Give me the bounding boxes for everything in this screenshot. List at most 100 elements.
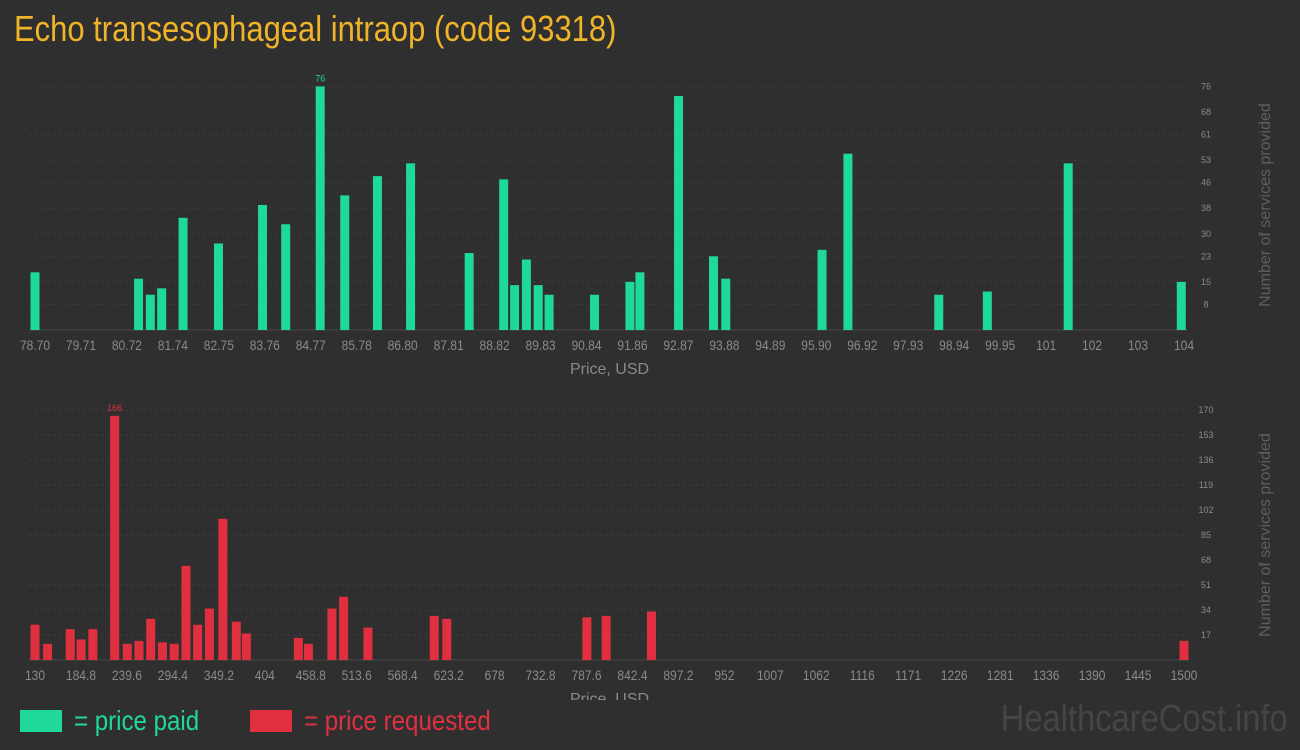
x-tick-label: 1390 [1079,667,1106,683]
bar [625,281,635,330]
x-tick-label: 1500 [1171,667,1198,683]
bar [157,288,167,330]
bar [582,617,592,660]
legend-requested-swatch [250,710,292,732]
x-tick-label: 952 [714,667,734,683]
bar [601,615,611,660]
x-tick-label: 94.89 [755,337,785,353]
bar [721,278,731,330]
y-tick-label: 23 [1201,251,1211,261]
bar [178,217,188,330]
x-tick-label: 897.2 [663,667,693,683]
x-tick-label: 82.75 [204,337,234,353]
x-tick-label: 86.80 [388,337,418,353]
x-tick-label: 404 [255,667,275,683]
max-value-label: 76 [315,73,325,83]
bar [213,243,223,330]
bar [43,643,53,660]
y-tick-label: 34 [1201,605,1211,615]
x-tick-label: 568.4 [388,667,418,683]
legend-paid: = price paid [20,705,220,737]
x-tick-label: 184.8 [66,667,96,683]
x-tick-label: 732.8 [526,667,556,683]
x-tick-label: 81.74 [158,337,188,353]
x-tick-label: 103 [1128,337,1148,353]
legend-paid-label: = price paid [74,705,200,736]
y-tick-label: 15 [1201,277,1211,287]
bar [709,256,719,330]
x-tick-label: 1007 [757,667,784,683]
x-tick-label: 84.77 [296,337,326,353]
price-paid-chart: 8 15 23 30 38 46 53 61 68 76 76 78.70 79.71 80.72 81.7… [20,73,1274,378]
x-axis-title: Price, USD [570,361,649,378]
x-tick-label: 87.81 [434,337,464,353]
bar [110,415,120,660]
bar [181,565,191,660]
x-tick-label: 99.95 [985,337,1015,353]
x-tick-label: 90.84 [571,337,601,353]
x-tick-label: 79.71 [66,337,96,353]
bar [363,627,373,660]
x-tick-label: 1116 [850,667,875,683]
bar [1176,281,1186,330]
y-tick-label: 85 [1201,530,1211,540]
x-tick-label: 678 [485,667,505,683]
x-tick-label: 787.6 [571,667,601,683]
x-tick-label: 1445 [1125,667,1152,683]
bar [218,518,228,660]
bar [646,611,656,660]
bar [134,278,144,330]
y-tick-label: 170 [1198,405,1213,415]
y-tick-label: 136 [1198,455,1213,465]
bar [258,205,268,330]
x-tick-label: 513.6 [342,667,372,683]
x-tick-label: 85.78 [342,337,372,353]
bar [134,640,144,660]
x-tick-label: 92.87 [663,337,693,353]
y-axis-title: Number of services provided [1257,433,1274,637]
brand-watermark: HealthcareCost.info [1000,698,1288,740]
max-value-label: 166 [107,403,122,413]
bar [231,621,241,660]
bar [406,163,416,330]
x-tick-label: 1226 [941,667,968,683]
x-tick-label: 91.86 [617,337,647,353]
x-tick-label: 98.94 [939,337,969,353]
y-tick-label: 53 [1201,155,1211,165]
x-tick-label: 130 [25,667,45,683]
bar [204,608,214,660]
bar [1179,640,1189,660]
y-tick-label: 38 [1201,203,1211,213]
y-tick-label: 102 [1198,505,1213,515]
x-tick-label: 89.83 [526,337,556,353]
bar [590,294,600,330]
y-tick-label: 68 [1201,107,1211,117]
x-tick-label: 97.93 [893,337,923,353]
bar [499,179,509,330]
y-tick-label: 119 [1199,480,1213,490]
bar [817,249,827,330]
y-tick-label: 61 [1201,129,1211,139]
y-tick-label: 51 [1201,580,1211,590]
bar [65,629,75,660]
bar [464,253,474,330]
x-tick-label: 458.8 [296,667,326,683]
legend-requested-label: = price requested [304,705,491,736]
x-tick-label: 349.2 [204,667,234,683]
bar [429,615,439,660]
bar [843,153,853,330]
x-tick-label: 294.4 [158,667,188,683]
bar [30,272,40,330]
bar [76,639,86,660]
x-tick-label: 93.88 [709,337,739,353]
bar [315,86,325,331]
bar [521,259,531,330]
x-tick-label: 1281 [987,667,1014,683]
bar [281,224,291,330]
bar [674,96,684,331]
x-tick-label: 95.90 [801,337,831,353]
y-tick-label: 68 [1201,555,1211,565]
bar [442,618,452,660]
x-axis-title: Price, USD [570,691,649,700]
bar [340,195,350,330]
